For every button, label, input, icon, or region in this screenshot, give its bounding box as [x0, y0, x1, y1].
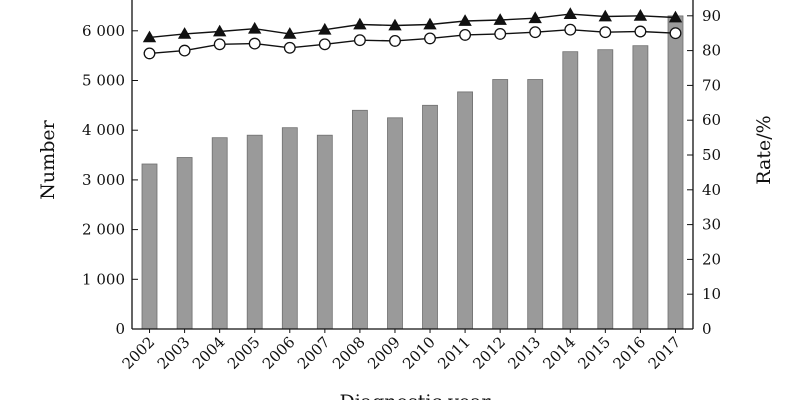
- x-tick-label-2007: 2007: [294, 333, 334, 373]
- y-right-tick-label: 40: [702, 181, 721, 199]
- triangle-point-2017: [668, 10, 683, 23]
- x-tick-label-2013: 2013: [504, 333, 544, 373]
- y-axis-right-title: Rate/%: [753, 115, 775, 184]
- y-left-tick-label: 2 000: [82, 221, 125, 239]
- x-tick-label-2002: 2002: [119, 333, 159, 373]
- y-left-tick-label: 4 000: [82, 121, 125, 139]
- bar-2005: [246, 134, 263, 330]
- bar-2014: [562, 51, 579, 330]
- y-right-tick-label: 60: [702, 111, 721, 129]
- line-series-triangles: [149, 13, 676, 39]
- bar-2013: [527, 79, 544, 330]
- x-tick-label-2011: 2011: [434, 333, 474, 373]
- bar-2012: [492, 79, 509, 330]
- y-right-tick-label: 30: [702, 216, 721, 234]
- triangle-point-2016: [633, 8, 648, 21]
- bar-2008: [351, 109, 368, 330]
- triangle-point-2011: [458, 14, 472, 26]
- y-right-tick-label: 80: [702, 42, 721, 60]
- y-left-tick-label: 5 000: [82, 72, 125, 90]
- circle-point-2006: [283, 41, 296, 54]
- triangle-point-2005: [248, 21, 262, 34]
- circle-point-2007: [318, 38, 331, 51]
- bar-2016: [632, 45, 649, 330]
- x-tick-label-2012: 2012: [469, 333, 509, 373]
- circle-point-2017: [669, 27, 682, 40]
- circle-point-2008: [353, 34, 366, 47]
- bar-2003: [176, 157, 193, 330]
- x-tick-label-2014: 2014: [539, 333, 579, 373]
- y-left-tick-label: 0: [115, 320, 125, 338]
- triangle-point-2002: [142, 30, 157, 43]
- circle-point-2010: [424, 32, 436, 45]
- x-tick-label-2006: 2006: [259, 333, 299, 373]
- bar-2015: [597, 49, 614, 330]
- y-right-tick-label: 70: [702, 76, 721, 94]
- y-left-tick-label: 3 000: [82, 171, 125, 189]
- x-tick-label-2005: 2005: [224, 333, 264, 373]
- x-axis-title: Diagnostic year: [339, 391, 491, 400]
- circle-point-2003: [178, 44, 191, 57]
- triangle-point-2003: [177, 27, 192, 39]
- x-tick-label-2003: 2003: [154, 333, 194, 373]
- circle-point-2015: [599, 26, 612, 39]
- circle-point-2009: [389, 34, 401, 47]
- x-tick-label-2009: 2009: [364, 333, 404, 373]
- circle-point-2014: [564, 23, 577, 36]
- circle-point-2004: [213, 38, 226, 51]
- circle-point-2012: [494, 27, 507, 40]
- circle-point-2005: [248, 37, 261, 50]
- x-tick-label-2008: 2008: [329, 333, 369, 373]
- line-series-circles: [149, 28, 676, 55]
- circle-point-2013: [529, 26, 542, 39]
- y-right-tick-label: 90: [702, 7, 721, 25]
- triangle-point-2015: [598, 9, 612, 22]
- y-right-tick-label: 10: [702, 285, 721, 303]
- x-tick-label-2015: 2015: [574, 333, 614, 373]
- triangle-point-2004: [213, 24, 227, 37]
- bar-2010: [422, 104, 438, 330]
- x-tick-label-2017: 2017: [645, 333, 685, 373]
- triangle-point-2007: [318, 22, 332, 35]
- triangle-point-2012: [493, 13, 507, 25]
- bar-2004: [211, 137, 228, 330]
- circle-point-2011: [459, 28, 472, 41]
- bar-2011: [457, 91, 474, 330]
- y-left-tick-label: 6 000: [82, 22, 125, 40]
- bar-2006: [281, 127, 298, 330]
- y-right-tick-label: 20: [702, 250, 721, 268]
- bar-2017: [667, 15, 684, 330]
- circle-point-2002: [143, 47, 156, 60]
- triangle-point-2008: [353, 17, 367, 30]
- bar-2007: [316, 134, 333, 330]
- x-tick-label-2004: 2004: [189, 333, 229, 373]
- y-right-tick-label: 50: [702, 146, 721, 164]
- x-tick-label-2010: 2010: [399, 333, 439, 373]
- triangle-point-2010: [423, 17, 437, 30]
- bar-2002: [141, 163, 158, 330]
- triangle-point-2014: [563, 7, 577, 20]
- triangle-point-2013: [528, 11, 542, 24]
- x-tick-label-2016: 2016: [609, 333, 649, 373]
- y-axis-left-title: Number: [37, 119, 59, 199]
- triangle-point-2006: [283, 27, 297, 39]
- bar-2009: [387, 117, 403, 330]
- triangle-point-2009: [388, 18, 402, 31]
- y-left-tick-label: 1 000: [82, 270, 125, 288]
- circle-point-2016: [634, 25, 647, 38]
- y-right-tick-label: 0: [702, 320, 712, 338]
